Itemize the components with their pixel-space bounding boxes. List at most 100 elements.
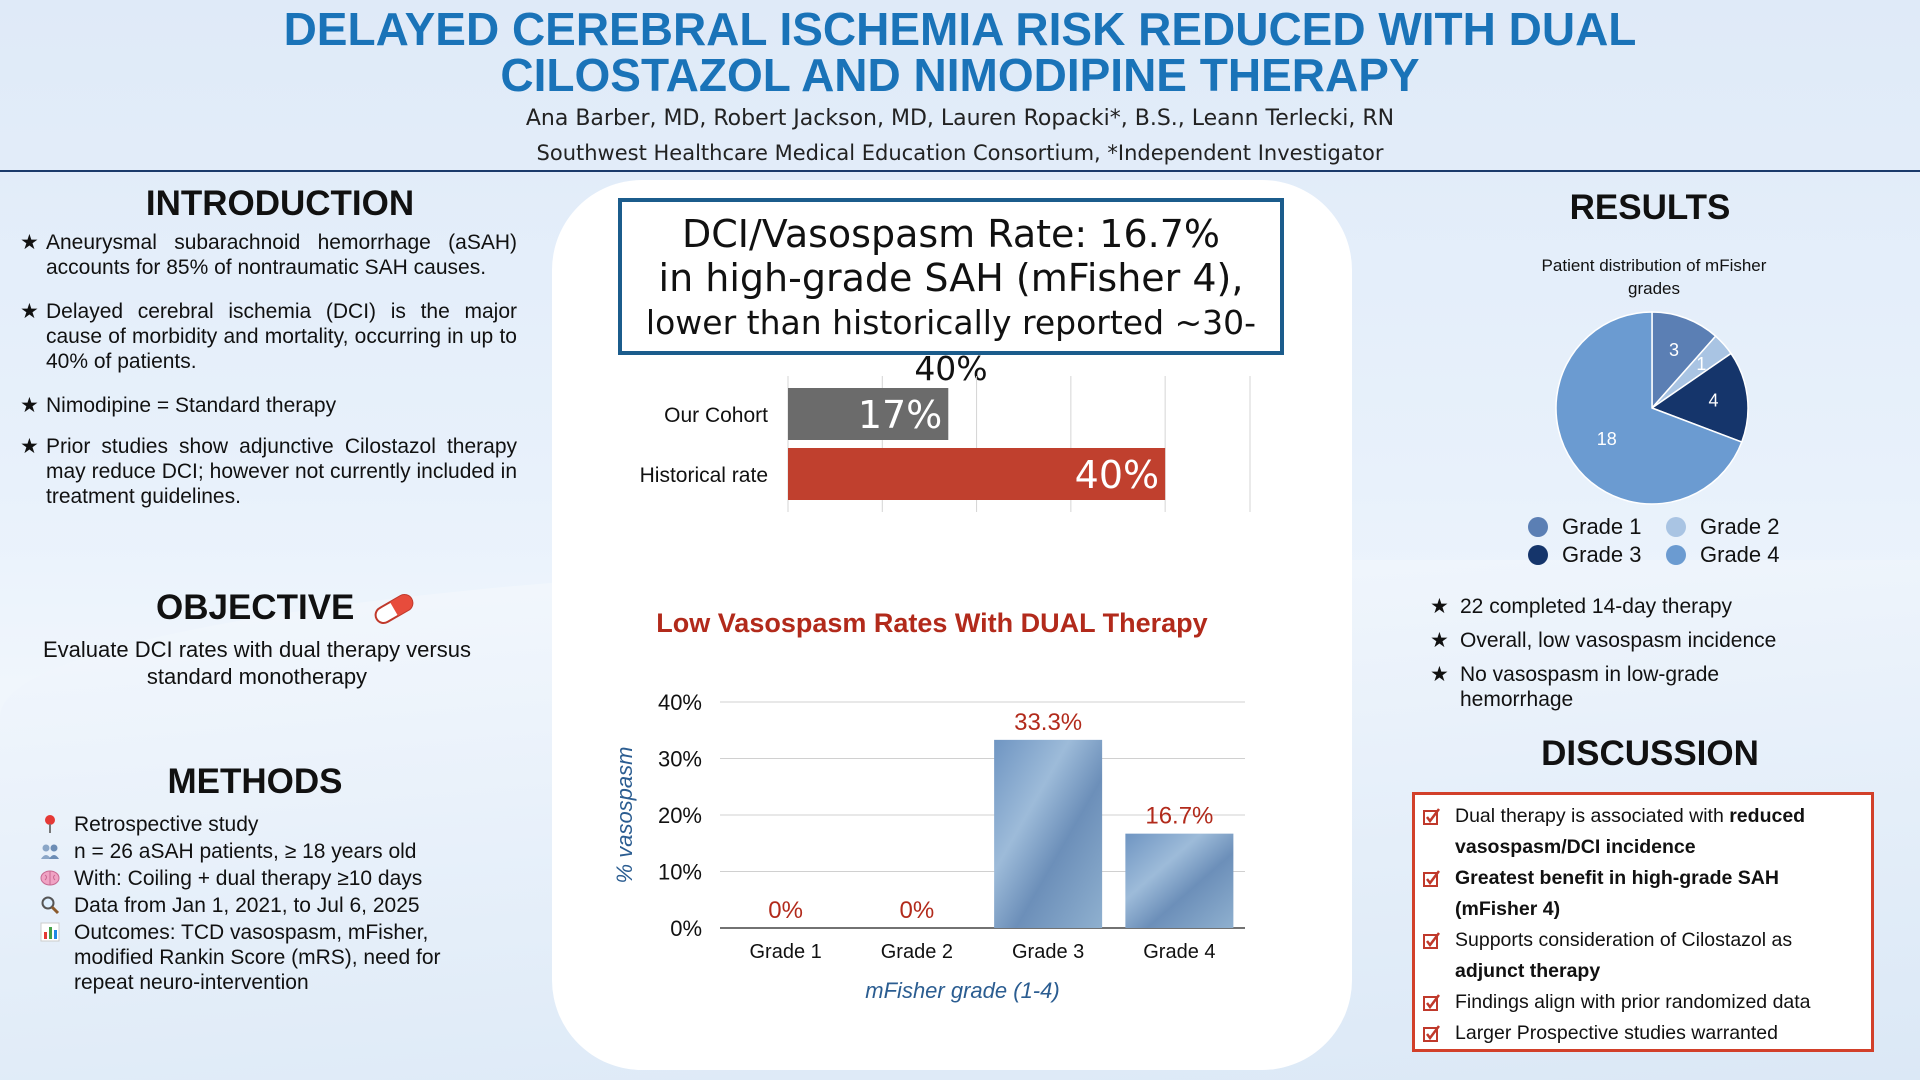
pill-icon bbox=[374, 594, 414, 624]
pie-slice-label: 1 bbox=[1696, 354, 1706, 374]
methods-item: Data from Jan 1, 2021, to Jul 6, 2025 bbox=[38, 893, 488, 918]
callout-line-3: lower than historically reported ~30-40% bbox=[645, 303, 1257, 388]
legend-label: Grade 4 bbox=[1700, 542, 1780, 567]
x-tick-label: Grade 2 bbox=[881, 941, 953, 963]
intro-bullet: ★ Nimodipine = Standard therapy bbox=[20, 393, 517, 418]
legend-label: Grade 2 bbox=[1700, 514, 1780, 539]
intro-bullet-text: Aneurysmal subarachnoid hemorrhage (aSAH… bbox=[46, 231, 517, 279]
x-tick-label: Grade 4 bbox=[1143, 941, 1215, 963]
star-icon: ★ bbox=[1430, 663, 1449, 686]
pie-caption: Patient distribution of mFisher grades bbox=[1541, 256, 1767, 298]
category-label: Our Cohort bbox=[664, 404, 768, 427]
introduction-heading: INTRODUCTION bbox=[145, 184, 415, 223]
intro-bullet: ★ Prior studies show adjunctive Cilostazo… bbox=[20, 434, 517, 509]
methods-item-text: Outcomes: TCD vasospasm, mFisher, modifi… bbox=[74, 921, 441, 994]
callout-line-1: DCI/Vasospasm Rate: 16.7% bbox=[681, 212, 1220, 256]
pie-slice-grade-3 bbox=[1650, 352, 1749, 444]
methods-item-text: n = 26 aSAH patients, ≥ 18 years old bbox=[74, 840, 417, 863]
discussion-item-emphasis: reduced vasospasm/DCI incidence bbox=[1455, 805, 1806, 858]
x-axis-label: mFisher grade (1-4) bbox=[865, 978, 1059, 1003]
legend-label: Grade 3 bbox=[1562, 542, 1642, 567]
brain-icon bbox=[40, 870, 60, 886]
bar-grade-4 bbox=[1125, 833, 1234, 928]
vasospasm-chart-title: Low Vasospasm Rates With DUAL Therapy bbox=[656, 608, 1208, 638]
bar-chart-icon bbox=[40, 922, 60, 942]
legend-item: Grade 2 bbox=[1666, 514, 1780, 540]
comparison-bar-chart: Our Cohort 17% Historical rate 40% bbox=[640, 376, 1251, 512]
methods-list: Retrospective study n = 26 aSAH patients,… bbox=[38, 812, 488, 997]
title-line-2: CILOSTAZOL AND NIMODIPINE THERAPY bbox=[500, 49, 1420, 101]
results-bullet: ★ No vasospasm in low-grade hemorrhage bbox=[1430, 662, 1830, 712]
discussion-item: Supports consideration of Cilostazol as … bbox=[1423, 925, 1863, 987]
pie-slice-grade-4 bbox=[1555, 311, 1743, 505]
checkbox-checked-icon bbox=[1423, 808, 1440, 825]
y-tick-label: 30% bbox=[658, 747, 702, 772]
discussion-list: Dual therapy is associated with reduced … bbox=[1423, 801, 1863, 1049]
intro-bullet: ★ Delayed cerebral ischemia (DCI) is the … bbox=[20, 299, 517, 374]
poster-title: DELAYED CEREBRAL ISCHEMIA RISK REDUCED W… bbox=[0, 6, 1920, 98]
methods-item: With: Coiling + dual therapy ≥10 days bbox=[38, 866, 488, 891]
methods-item: Outcomes: TCD vasospasm, mFisher, modifi… bbox=[38, 920, 488, 995]
star-icon: ★ bbox=[20, 435, 39, 458]
intro-bullet: ★ Aneurysmal subarachnoid hemorrhage (aSA… bbox=[20, 230, 517, 280]
y-tick-label: 20% bbox=[658, 803, 702, 828]
affiliation: Southwest Healthcare Medical Education C… bbox=[536, 141, 1384, 165]
legend-swatch bbox=[1666, 545, 1686, 565]
results-bullet: ★ 22 completed 14-day therapy bbox=[1430, 594, 1830, 619]
checkbox-checked-icon bbox=[1423, 932, 1440, 949]
y-tick-label: 40% bbox=[658, 690, 702, 715]
mfisher-pie-chart: 314 18 bbox=[1555, 311, 1749, 505]
bar-value-label: 17% bbox=[858, 393, 942, 437]
legend-swatch bbox=[1666, 517, 1686, 537]
results-heading: RESULTS bbox=[1569, 188, 1731, 227]
x-tick-label: Grade 3 bbox=[1012, 941, 1084, 963]
methods-item-text: With: Coiling + dual therapy ≥10 days bbox=[74, 867, 423, 890]
legend-swatch bbox=[1528, 545, 1548, 565]
methods-item: Retrospective study bbox=[38, 812, 488, 837]
results-bullet: ★ Overall, low vasospasm incidence bbox=[1430, 628, 1830, 653]
pin-icon bbox=[45, 815, 55, 833]
discussion-item-text: Supports consideration of Cilostazol as bbox=[1455, 929, 1793, 951]
discussion-item-emphasis: Greatest benefit in high-grade SAH (mFis… bbox=[1455, 867, 1779, 920]
methods-heading: METHODS bbox=[167, 762, 343, 801]
discussion-item: Findings align with prior randomized dat… bbox=[1423, 987, 1863, 1018]
discussion-item: Dual therapy is associated with reduced … bbox=[1423, 801, 1863, 863]
results-bullet-text: No vasospasm in low-grade hemorrhage bbox=[1460, 663, 1720, 711]
bar-value-label: 0% bbox=[900, 897, 935, 924]
methods-item-text: Retrospective study bbox=[74, 813, 259, 836]
intro-bullet-text: Prior studies show adjunctive Cilostazol… bbox=[46, 435, 517, 508]
legend-label: Grade 1 bbox=[1562, 514, 1642, 539]
y-axis-label: % vasospasm bbox=[612, 747, 637, 884]
legend-swatch bbox=[1528, 517, 1548, 537]
people-icon bbox=[41, 844, 59, 859]
discussion-item-text: Larger Prospective studies warranted bbox=[1455, 1022, 1778, 1044]
discussion-box: Dual therapy is associated with reduced … bbox=[1412, 792, 1874, 1052]
star-icon: ★ bbox=[20, 300, 39, 323]
checkbox-checked-icon bbox=[1423, 870, 1440, 887]
discussion-item: Greatest benefit in high-grade SAH (mFis… bbox=[1423, 863, 1863, 925]
discussion-item-emphasis: adjunct therapy bbox=[1455, 960, 1601, 982]
bar-value-label: 33.3% bbox=[1014, 709, 1082, 736]
authors: Ana Barber, MD, Robert Jackson, MD, Laur… bbox=[525, 106, 1395, 131]
title-line-1: DELAYED CEREBRAL ISCHEMIA RISK REDUCED W… bbox=[283, 3, 1637, 55]
pie-slice-label: 4 bbox=[1709, 391, 1719, 411]
bar-value-label: 16.7% bbox=[1145, 803, 1213, 830]
star-icon: ★ bbox=[20, 231, 39, 254]
results-bullet-text: Overall, low vasospasm incidence bbox=[1460, 629, 1777, 652]
legend-item: Grade 4 bbox=[1666, 542, 1780, 568]
checkbox-checked-icon bbox=[1423, 994, 1440, 1011]
methods-item: n = 26 aSAH patients, ≥ 18 years old bbox=[38, 839, 488, 864]
star-icon: ★ bbox=[1430, 629, 1449, 652]
objective-heading: OBJECTIVE bbox=[156, 588, 355, 627]
magnifier-icon bbox=[41, 896, 60, 915]
pie-slice-grade-1 bbox=[1651, 311, 1717, 410]
results-bullet-text: 22 completed 14-day therapy bbox=[1460, 595, 1733, 618]
poster-header: DELAYED CEREBRAL ISCHEMIA RISK REDUCED W… bbox=[0, 0, 1920, 172]
methods-item-text: Data from Jan 1, 2021, to Jul 6, 2025 bbox=[74, 894, 420, 917]
introduction-list: ★ Aneurysmal subarachnoid hemorrhage (aSA… bbox=[20, 230, 517, 528]
bar-value-label: 0% bbox=[768, 897, 803, 924]
intro-bullet-text: Delayed cerebral ischemia (DCI) is the m… bbox=[46, 300, 517, 373]
bar-historical-rate bbox=[788, 448, 1166, 500]
legend-item: Grade 3 bbox=[1528, 542, 1642, 568]
discussion-heading: DISCUSSION bbox=[1541, 734, 1759, 773]
